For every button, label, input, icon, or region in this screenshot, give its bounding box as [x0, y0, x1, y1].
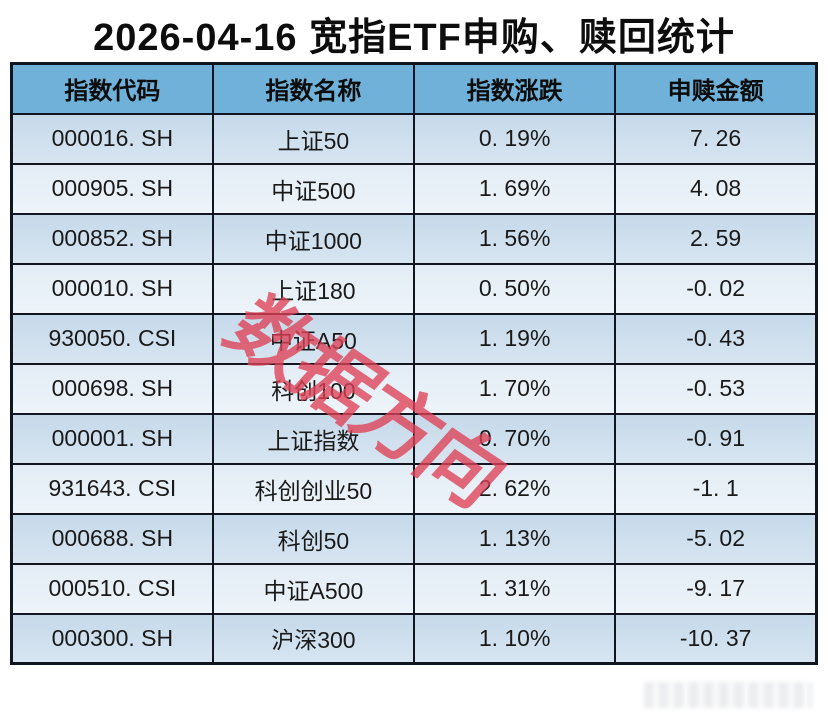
cell-index-change: 0. 50%	[412, 262, 617, 315]
cell-index-change: 0. 19%	[412, 112, 617, 165]
cell-index-code: 000905. SH	[10, 162, 214, 215]
cell-index-code: 000688. SH	[10, 512, 214, 565]
cell-index-code: 000300. SH	[10, 612, 214, 665]
cell-index-change: 1. 10%	[412, 612, 617, 665]
table-row: 000852. SH 中证1000 1. 56% 2. 59	[10, 212, 818, 265]
cell-amount: 4. 08	[614, 162, 818, 215]
cell-amount: -1. 1	[614, 462, 818, 515]
cell-amount: -0. 43	[614, 312, 818, 365]
cell-index-name: 科创创业50	[211, 462, 416, 515]
cell-index-name: 上证指数	[211, 412, 416, 465]
cell-index-name: 科创50	[211, 512, 416, 565]
col-header-amount: 申赎金额	[614, 62, 818, 115]
cell-index-name: 上证50	[211, 112, 416, 165]
cell-amount: -9. 17	[614, 562, 818, 615]
cell-index-code: 930050. CSI	[10, 312, 214, 365]
cell-index-name: 中证A500	[211, 562, 416, 615]
col-header-index-change: 指数涨跌	[412, 62, 617, 115]
cell-index-change: 1. 56%	[412, 212, 617, 265]
cell-amount: -0. 53	[614, 362, 818, 415]
cell-index-name: 科创100	[211, 362, 416, 415]
table-row: 931643. CSI 科创创业50 2. 62% -1. 1	[10, 462, 818, 515]
cell-index-code: 000698. SH	[10, 362, 214, 415]
cell-amount: -10. 37	[614, 612, 818, 665]
cell-amount: -5. 02	[614, 512, 818, 565]
table-row: 000688. SH 科创50 1. 13% -5. 02	[10, 512, 818, 565]
cell-index-name: 沪深300	[211, 612, 416, 665]
cell-index-change: 0. 70%	[412, 412, 617, 465]
table-row: 000698. SH 科创100 1. 70% -0. 53	[10, 362, 818, 415]
cell-index-code: 931643. CSI	[10, 462, 214, 515]
cell-amount: -0. 91	[614, 412, 818, 465]
cell-index-change: 2. 62%	[412, 462, 617, 515]
col-header-index-code: 指数代码	[10, 62, 214, 115]
cell-index-code: 000001. SH	[10, 412, 214, 465]
cell-amount: -0. 02	[614, 262, 818, 315]
table-row: 000001. SH 上证指数 0. 70% -0. 91	[10, 412, 818, 465]
table-row: 000905. SH 中证500 1. 69% 4. 08	[10, 162, 818, 215]
page-title: 2026-04-16 宽指ETF申购、赎回统计	[93, 17, 735, 59]
cell-amount: 2. 59	[614, 212, 818, 265]
cell-amount: 7. 26	[614, 112, 818, 165]
cell-index-change: 1. 13%	[412, 512, 617, 565]
cell-index-name: 中证500	[211, 162, 416, 215]
cell-index-change: 1. 69%	[412, 162, 617, 215]
cell-index-code: 000510. CSI	[10, 562, 214, 615]
table-row: 000016. SH 上证50 0. 19% 7. 26	[10, 112, 818, 165]
cell-index-change: 1. 19%	[412, 312, 617, 365]
cell-index-code: 000016. SH	[10, 112, 214, 165]
cell-index-code: 000010. SH	[10, 262, 214, 315]
etf-stats-table: 指数代码 指数名称 指数涨跌 申赎金额 000016. SH 上证50 0. 1…	[10, 62, 818, 665]
cell-index-change: 1. 70%	[412, 362, 617, 415]
cell-index-name: 上证180	[211, 262, 416, 315]
table-row: 000300. SH 沪深300 1. 10% -10. 37	[10, 612, 818, 665]
col-header-index-name: 指数名称	[211, 62, 416, 115]
cell-index-code: 000852. SH	[10, 212, 214, 265]
corner-watermark	[644, 682, 812, 708]
cell-index-name: 中证1000	[211, 212, 416, 265]
table-header-row: 指数代码 指数名称 指数涨跌 申赎金额	[10, 62, 818, 115]
table-row: 000510. CSI 中证A500 1. 31% -9. 17	[10, 562, 818, 615]
cell-index-name: 中证A50	[211, 312, 416, 365]
table-row: 000010. SH 上证180 0. 50% -0. 02	[10, 262, 818, 315]
table-row: 930050. CSI 中证A50 1. 19% -0. 43	[10, 312, 818, 365]
cell-index-change: 1. 31%	[412, 562, 617, 615]
